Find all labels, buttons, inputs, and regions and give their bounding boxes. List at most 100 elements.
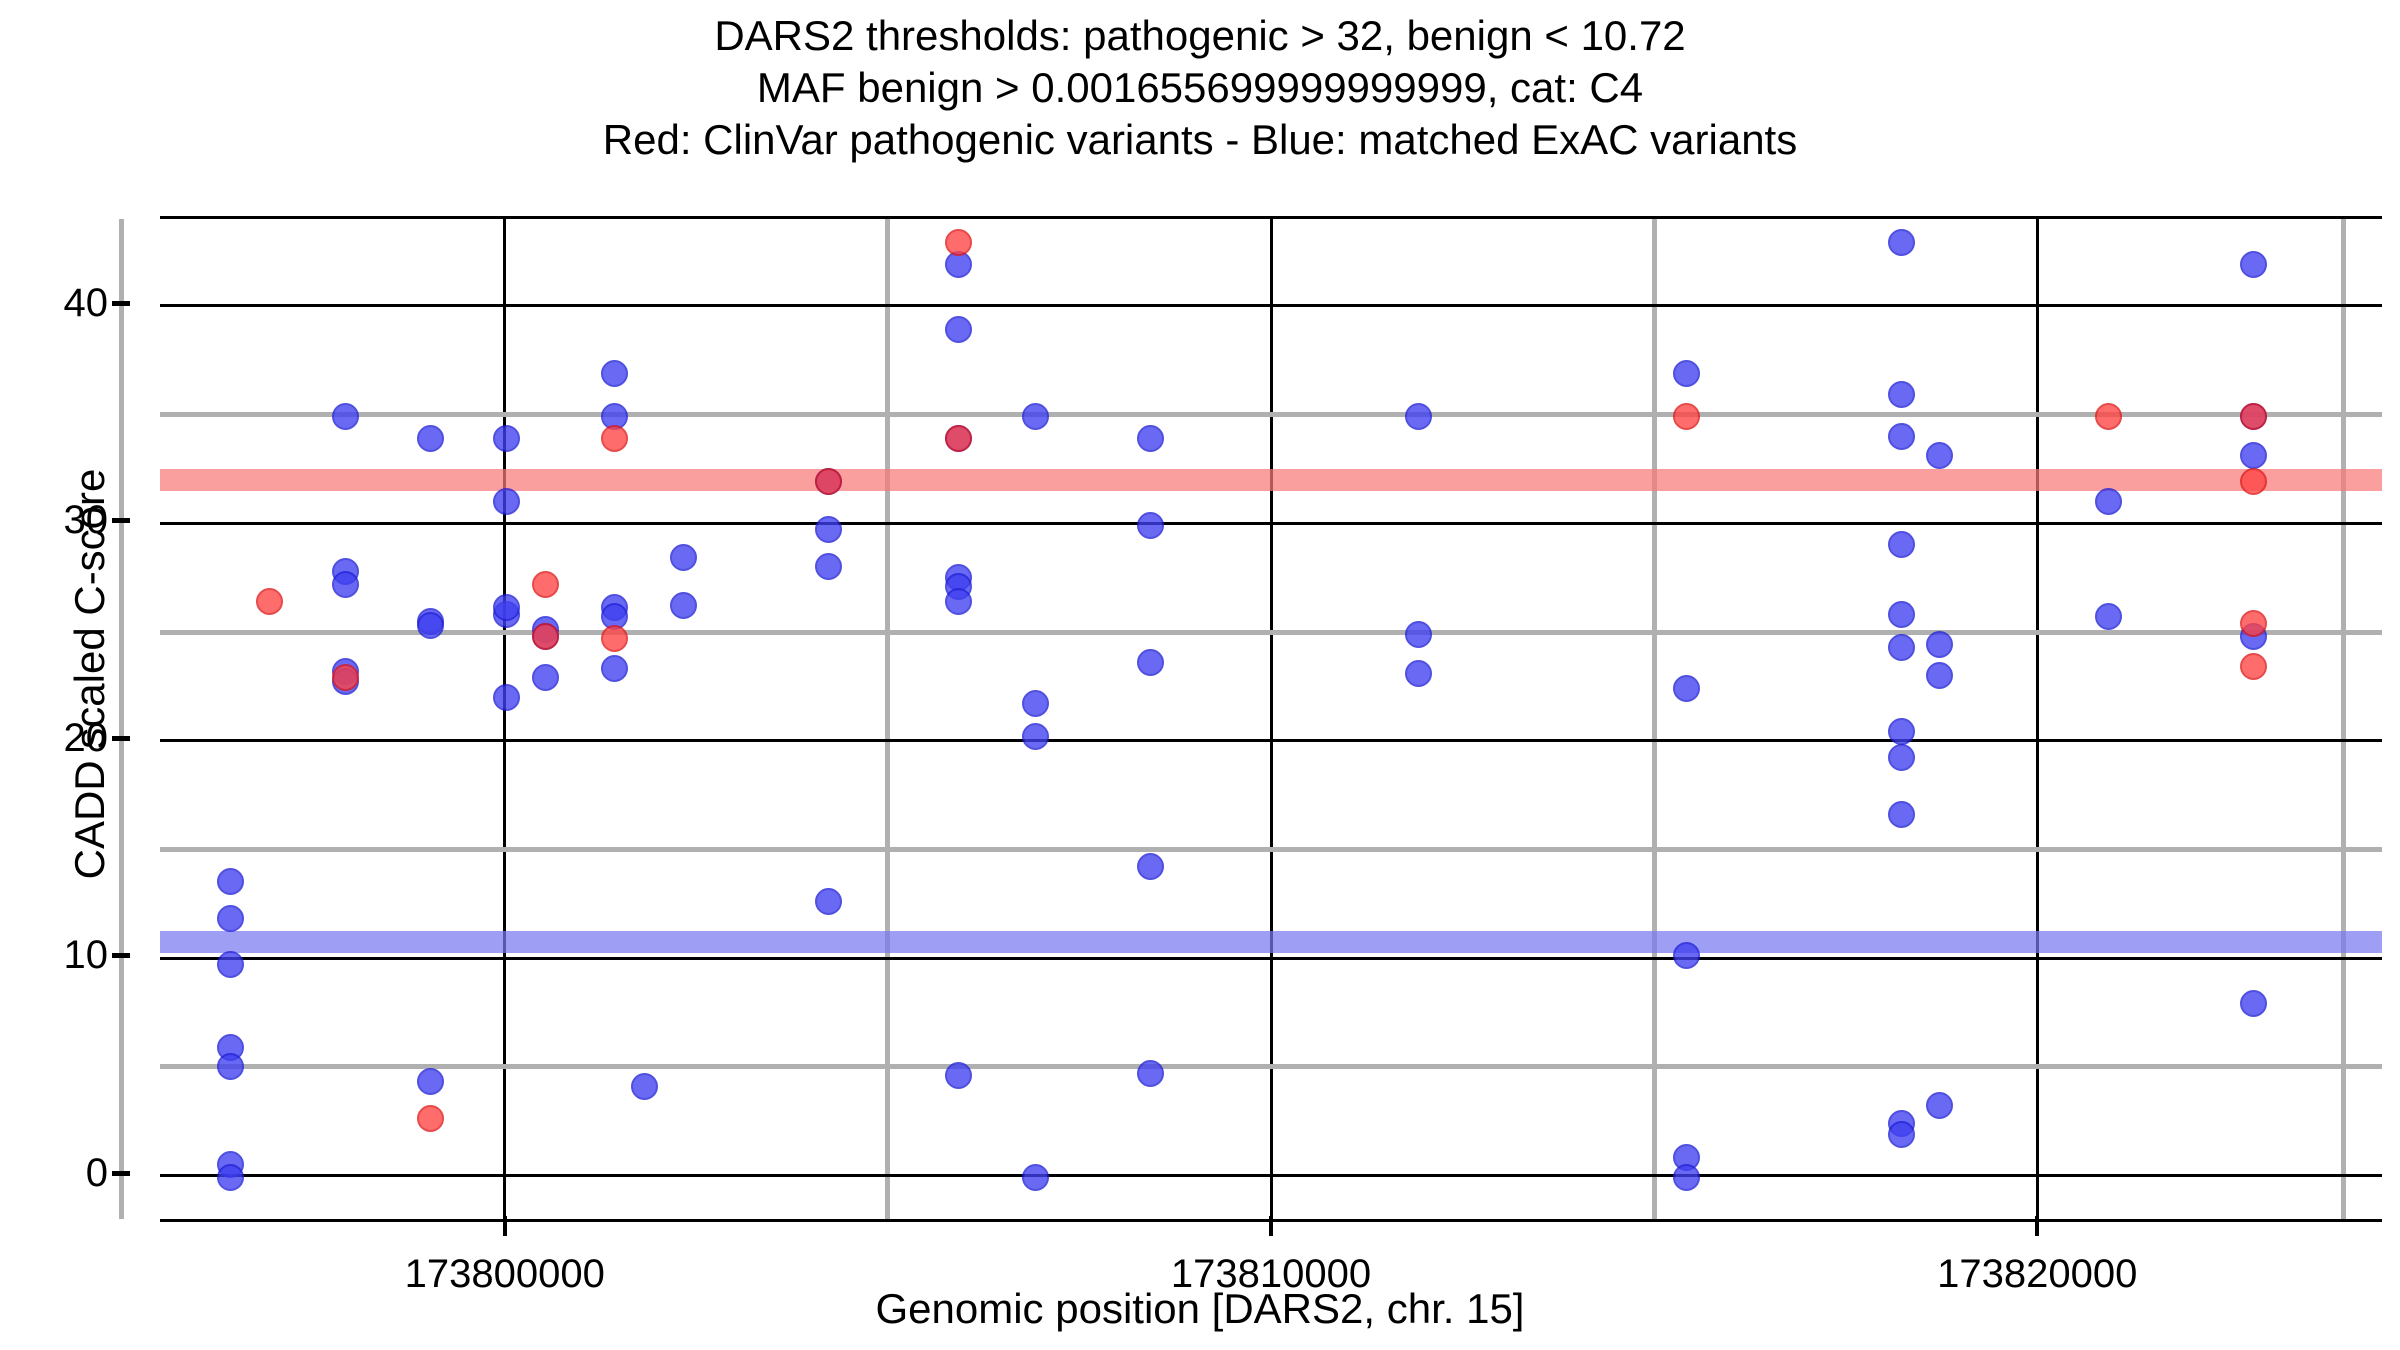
y-axis-labels: 0 10 20 30 40 (0, 216, 130, 1216)
data-point (945, 229, 973, 257)
data-point (1673, 942, 1701, 970)
data-point (416, 1068, 444, 1096)
data-point (1021, 722, 1049, 750)
y-gridline-major (160, 1174, 2382, 1178)
data-point (2240, 653, 2268, 681)
data-point (945, 424, 973, 452)
data-point (1887, 633, 1915, 661)
data-point (255, 587, 283, 615)
data-point (1887, 600, 1915, 628)
data-point (493, 487, 521, 515)
data-point (1887, 531, 1915, 559)
data-point (600, 655, 628, 683)
data-point (1021, 403, 1049, 431)
data-point (1673, 1164, 1701, 1192)
y-tick-mark (112, 953, 130, 959)
x-axis-labels: 173800000 173810000 173820000 (160, 1216, 2382, 1296)
data-point (1021, 1164, 1049, 1192)
y-gridline-minor (160, 412, 2382, 418)
x-axis-title: Genomic position [DARS2, chr. 15] (875, 1285, 1525, 1332)
data-point (815, 553, 843, 581)
data-point (531, 664, 559, 692)
data-point (217, 1053, 245, 1081)
threshold-band-pathogenic (160, 468, 2382, 491)
data-point (2240, 442, 2268, 470)
data-point (1673, 359, 1701, 387)
x-gridline-minor (885, 219, 891, 1219)
data-point (217, 950, 245, 978)
x-gridline-minor (119, 219, 125, 1219)
data-point (2240, 990, 2268, 1018)
data-point (2094, 603, 2122, 631)
data-point (1926, 442, 1954, 470)
x-gridline-major (1269, 219, 1273, 1219)
data-point (945, 1061, 973, 1089)
y-tick-label: 30 (63, 498, 109, 543)
y-gridline-major (160, 304, 2382, 308)
y-tick-label: 0 (85, 1150, 108, 1195)
data-point (2240, 403, 2268, 431)
data-point (1887, 422, 1915, 450)
data-point (1136, 511, 1164, 539)
data-point (493, 424, 521, 452)
data-point (1887, 1120, 1915, 1148)
data-point (1405, 659, 1433, 687)
data-point (1887, 800, 1915, 828)
y-gridline-minor (160, 1064, 2382, 1070)
data-point (332, 664, 360, 692)
data-point (217, 868, 245, 896)
data-point (1021, 690, 1049, 718)
data-point (815, 468, 843, 496)
data-point (493, 683, 521, 711)
threshold-band-benign (160, 931, 2382, 954)
x-gridline-minor (1651, 219, 1657, 1219)
data-point (1926, 631, 1954, 659)
data-point (2240, 468, 2268, 496)
title-line-2: MAF benign > 0.001655699999999999, cat: … (756, 64, 1644, 111)
y-gridline-major (160, 521, 2382, 525)
data-point (2240, 609, 2268, 637)
data-point (1926, 661, 1954, 689)
data-point (1136, 648, 1164, 676)
data-point (217, 905, 245, 933)
data-point (493, 594, 521, 622)
x-tick-mark (502, 1216, 507, 1236)
data-point (531, 622, 559, 650)
data-point (945, 587, 973, 615)
data-point (1405, 403, 1433, 431)
data-point (1887, 229, 1915, 257)
data-point (1405, 620, 1433, 648)
x-tick-mark (2035, 1216, 2040, 1236)
data-point (332, 570, 360, 598)
y-tick-label: 10 (63, 933, 109, 978)
y-tick-label: 40 (63, 280, 109, 325)
y-tick-mark (112, 300, 130, 306)
x-tick-label: 173810000 (1170, 1252, 1372, 1296)
data-point (2240, 250, 2268, 278)
y-tick-mark (112, 518, 130, 524)
x-gridline-minor (2341, 219, 2347, 1219)
data-point (669, 544, 697, 572)
plot-area (119, 216, 2382, 1222)
y-gridline-minor (160, 846, 2382, 852)
data-point (600, 624, 628, 652)
data-point (332, 403, 360, 431)
data-point (1887, 718, 1915, 746)
y-gridline-major (160, 956, 2382, 960)
data-point (945, 316, 973, 344)
data-point (631, 1072, 659, 1100)
data-point (1887, 744, 1915, 772)
y-tick-mark (112, 1170, 130, 1176)
data-point (815, 887, 843, 915)
data-point (1136, 424, 1164, 452)
y-tick-mark (112, 735, 130, 741)
data-point (1136, 853, 1164, 881)
title-line-1: DARS2 thresholds: pathogenic > 32, benig… (714, 12, 1686, 59)
x-tick-label: 173800000 (404, 1252, 605, 1296)
data-point (2094, 487, 2122, 515)
data-point (531, 570, 559, 598)
data-point (1673, 674, 1701, 702)
x-gridline-major (2035, 219, 2039, 1219)
x-gridline-major (503, 219, 507, 1219)
